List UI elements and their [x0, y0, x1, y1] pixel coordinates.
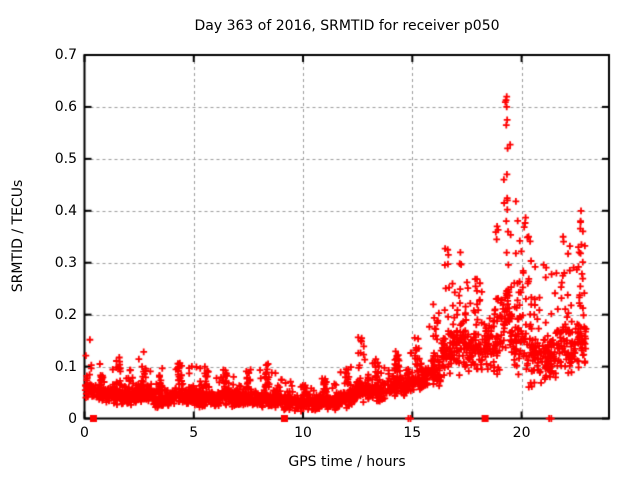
y-tick-label: 0.5	[54, 150, 77, 167]
x-axis-label: GPS time / hours	[288, 454, 406, 470]
y-tick-label: 0.6	[54, 98, 77, 115]
y-tick-label: 0.3	[54, 254, 77, 271]
chart-title: Day 363 of 2016, SRMTID for receiver p05…	[194, 18, 500, 34]
y-tick-label: 0	[68, 410, 77, 427]
y-tick-label: 0.7	[54, 47, 77, 63]
y-tick-label: 0.4	[54, 202, 77, 219]
y-axis-label: SRMTID / TECUs	[10, 179, 26, 293]
y-tick-label: 0.1	[54, 358, 77, 375]
y-tick-label: 0.2	[54, 306, 77, 323]
x-tick-label: 20	[512, 425, 531, 441]
x-tick-label: 15	[403, 425, 422, 441]
x-tick-label: 0	[80, 425, 89, 441]
x-tick-label: 5	[189, 425, 199, 441]
x-tick-label: 10	[294, 425, 312, 441]
